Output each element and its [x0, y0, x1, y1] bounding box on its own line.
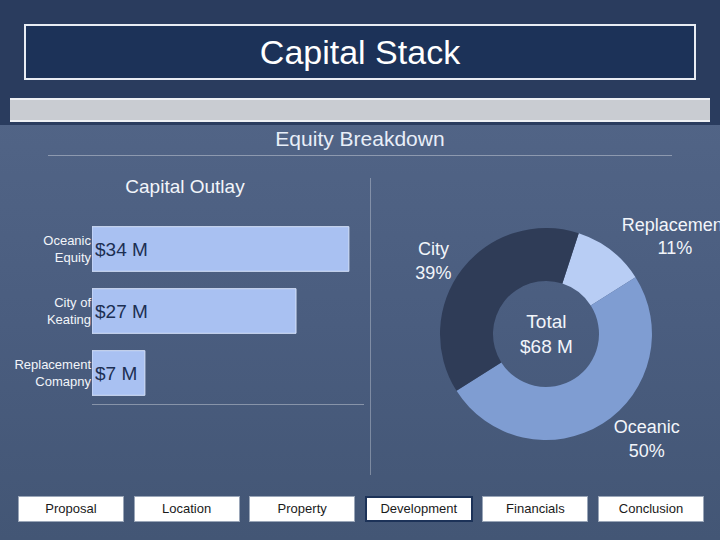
- svg-text:Capital Outlay: Capital Outlay: [125, 176, 245, 197]
- html-text:Proposal: Proposal: [45, 501, 97, 516]
- html-text:Financials: Financials: [506, 501, 565, 516]
- html-text:Development: Development: [380, 501, 458, 516]
- svg-text:ReplacementComapny: ReplacementComapny: [14, 357, 91, 389]
- svg-text:Total$68 M: Total$68 M: [520, 311, 573, 357]
- svg-text:City ofKeating: City ofKeating: [47, 295, 91, 327]
- svg-text:Oceanic50%: Oceanic50%: [614, 417, 680, 460]
- svg-text:City39%: City39%: [415, 239, 451, 282]
- html-text:Property: Property: [277, 501, 327, 516]
- svg-text:$34 M: $34 M: [95, 239, 148, 260]
- svg-text:OceanicEquity: OceanicEquity: [43, 233, 91, 265]
- svg-text:Replacement11%: Replacement11%: [622, 215, 720, 258]
- svg-text:$7 M: $7 M: [95, 363, 137, 384]
- html-text:Capital Stack: Capital Stack: [259, 33, 461, 71]
- svg-text:$27 M: $27 M: [95, 301, 148, 322]
- html-text:Location: Location: [162, 501, 212, 516]
- html-text:Equity Breakdown: Equity Breakdown: [275, 127, 445, 150]
- html-text:Conclusion: Conclusion: [618, 501, 684, 516]
